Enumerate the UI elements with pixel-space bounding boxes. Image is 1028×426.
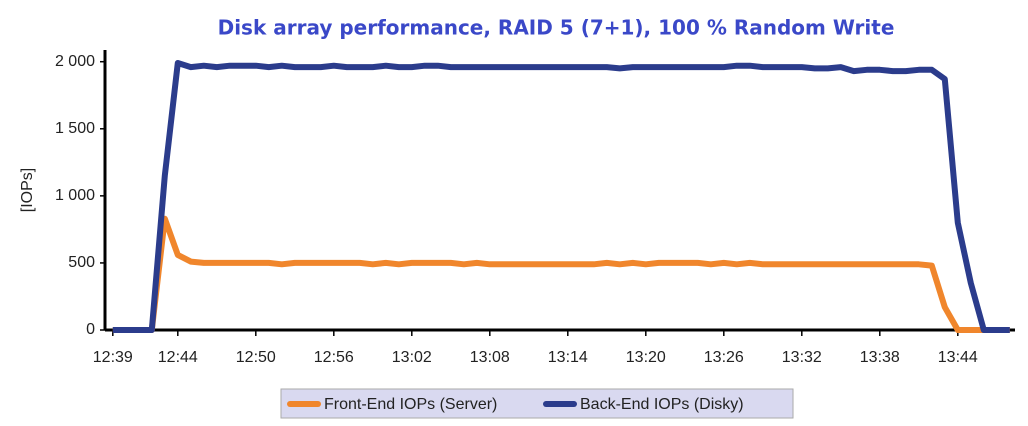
legend-label: Back-End IOPs (Disky) (580, 396, 744, 413)
x-tick-label: 12:50 (236, 349, 276, 366)
x-tick-label: 13:44 (938, 349, 978, 366)
x-tick-label: 13:08 (470, 349, 510, 366)
chart-title: Disk array performance, RAID 5 (7+1), 10… (218, 16, 895, 40)
x-tick-label: 12:39 (93, 349, 133, 366)
x-tick-label: 13:32 (782, 349, 822, 366)
y-tick-label: 1 500 (55, 120, 95, 137)
x-tick-label: 13:14 (548, 349, 588, 366)
legend-label: Front-End IOPs (Server) (324, 396, 497, 413)
x-tick-label: 12:44 (158, 349, 198, 366)
y-axis-label: [IOPs] (19, 168, 36, 212)
y-tick-label: 500 (68, 254, 95, 271)
x-tick-label: 13:26 (704, 349, 744, 366)
legend (280, 388, 794, 419)
x-tick-label: 12:56 (314, 349, 354, 366)
series-line (112, 60, 1010, 333)
series-line (112, 215, 1010, 333)
x-tick-label: 13:02 (392, 349, 432, 366)
y-tick-label: 0 (86, 321, 95, 338)
x-tick-label: 13:20 (626, 349, 666, 366)
y-tick-label: 2 000 (55, 53, 95, 70)
x-tick-label: 13:38 (860, 349, 900, 366)
y-tick-label: 1 000 (55, 187, 95, 204)
